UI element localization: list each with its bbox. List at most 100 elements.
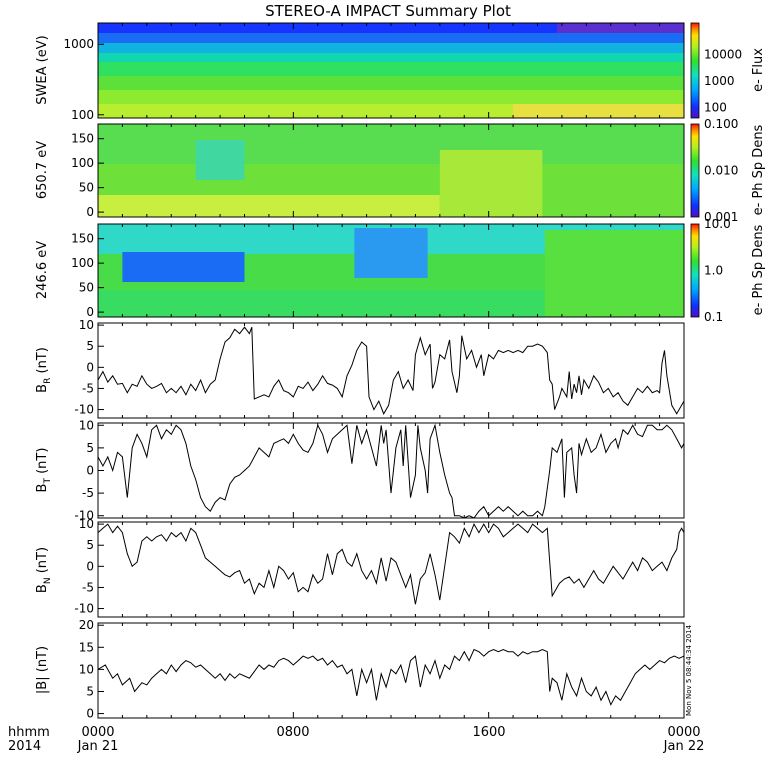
swea-ylabel: SWEA (eV) [35, 35, 50, 104]
br-series-line [97, 326, 685, 415]
bt-ytick-label: 0 [86, 464, 94, 478]
pad650-yellow-band [98, 195, 440, 217]
time-tick-1600: 1600 [472, 725, 505, 740]
timestamp-stamp: Mon Nov 5 08:44:34 2014 [685, 624, 693, 716]
swea-high-flux-region [513, 104, 684, 118]
pad650-yellowgreen-region [439, 150, 543, 217]
swea-energy-band [98, 53, 684, 62]
pad246-ytick-label: 100 [71, 256, 94, 270]
pad650-ytick-label: 100 [71, 156, 94, 170]
time-date-jan22: Jan 22 [663, 739, 705, 754]
br-ylabel-unit: (nT) [35, 347, 50, 373]
bmag-yticks: 20 15 10 5 0 [79, 618, 685, 721]
bt-ylabel-sub: T [43, 478, 53, 485]
bn-ytick-label: 10 [79, 517, 94, 531]
swea-energy-band [98, 62, 684, 76]
bmag-ytick-label: 15 [79, 640, 94, 654]
pad246-colorbar-tick-label: 1.0 [704, 264, 723, 278]
pad246-colorbar-tick-label: 0.1 [704, 310, 723, 324]
br-ylabel-sub: R [43, 378, 53, 384]
swea-spectrogram-panel: SWEA (eV) 1000 100 10000 1000 100 e- Flux [35, 22, 766, 122]
pad650-ytick-label: 0 [86, 205, 94, 219]
pad246-colorbar-tick-label: 10.0 [704, 217, 731, 231]
swea-energy-band [98, 90, 684, 104]
pad246-spectrogram-panel: 246.6 eV 150 100 50 0 10.0 1.0 0.1 e- Ph Sp D… [35, 217, 766, 324]
pad246-colorbar-ticks: 10.0 1.0 0.1 [704, 217, 731, 324]
bt-panel: 10 5 0 -5 -10 BT (nT) [35, 418, 685, 523]
bmag-panel: 20 15 10 5 0 |B| (nT) Mon Nov 5 08:44:34 201… [35, 618, 693, 720]
bn-ylabel-unit: (nT) [35, 547, 50, 573]
time-tick-0800: 0800 [276, 725, 309, 740]
bmag-series-line [97, 648, 685, 706]
pad246-spectrogram-bands [98, 224, 684, 317]
pad246-ylabel: 246.6 eV [35, 241, 50, 299]
bmag-ytick-label: 5 [86, 684, 94, 698]
bn-ytick-label: -10 [74, 602, 94, 616]
swea-colorbar-label: e- Flux [751, 48, 766, 92]
pad650-colorbar-label: e- Ph Sp Dens [751, 124, 766, 215]
swea-yticks: 1000 100 [63, 23, 685, 122]
bt-yticks: 10 5 0 -5 -10 [74, 418, 685, 523]
swea-ytick-label: 100 [71, 108, 94, 122]
bn-ylabel-main: B [35, 584, 50, 593]
pad650-ylabel: 650.7 eV [35, 141, 50, 199]
pad246-blue-region [122, 252, 245, 282]
swea-low-flux-region [557, 23, 684, 33]
swea-colorbar-tick-label: 10000 [704, 47, 742, 61]
pad246-blue-region-2 [354, 228, 428, 278]
pad246-green-region [544, 230, 684, 317]
bmag-ylabel: |B| (nT) [35, 646, 50, 694]
swea-colorbar-tick-label: 1000 [704, 74, 735, 88]
br-ylabel: BR (nT) [35, 347, 53, 393]
bt-ytick-label: -5 [82, 486, 94, 500]
pad650-spectrogram-bands [98, 124, 684, 217]
pad650-colorbar-ticks: 0.100 0.010 0.001 [704, 117, 738, 224]
bn-ytick-label: -5 [82, 580, 94, 594]
swea-energy-band [98, 23, 684, 33]
br-ytick-label: -5 [82, 381, 94, 395]
swea-spectrogram-bands [98, 23, 684, 118]
bmag-ylabel-main: |B| [35, 676, 50, 694]
time-tick-0000-end: 0000 [667, 725, 700, 740]
bt-series-line [97, 423, 685, 519]
pad650-ytick-label: 150 [71, 132, 94, 146]
bn-ylabel-sub: N [43, 577, 53, 584]
pad246-ytick-label: 150 [71, 232, 94, 246]
time-row-label-hhmm: hhmm [8, 725, 50, 740]
bt-ylabel-unit: (nT) [35, 448, 50, 474]
br-ytick-label: -10 [74, 403, 94, 417]
br-panel: 10 5 0 -5 -10 BR (nT) [35, 318, 685, 419]
br-ytick-label: 0 [86, 360, 94, 374]
pad650-ytick-label: 50 [79, 181, 94, 195]
time-date-jan21: Jan 21 [77, 739, 119, 754]
bn-panel: 10 5 0 -5 -10 BN (nT) [35, 517, 685, 618]
bmag-ylabel-unit: (nT) [35, 646, 50, 672]
pad246-lower-band [98, 290, 545, 317]
pad246-ytick-label: 50 [79, 281, 94, 295]
time-axis: hhmm 2014 0000 0800 1600 0000 Jan 21 Jan… [8, 725, 704, 754]
br-ylabel-main: B [35, 384, 50, 393]
bmag-ytick-label: 0 [86, 707, 94, 721]
pad650-spectrogram-panel: 650.7 eV 150 100 50 0 0.100 0.010 0.001 e- Ph… [35, 117, 766, 224]
swea-colorbar [690, 22, 700, 119]
br-ytick-label: 5 [86, 339, 94, 353]
pad650-upper-band [98, 124, 684, 164]
pad650-cyan-region [195, 140, 245, 180]
pad650-yticks: 150 100 50 0 [71, 124, 685, 219]
bt-ytick-label: -10 [74, 509, 94, 523]
time-tick-0000-start: 0000 [81, 725, 114, 740]
pad246-yticks: 150 100 50 0 [71, 224, 685, 319]
bn-yticks: 10 5 0 -5 -10 [74, 517, 685, 617]
pad246-ytick-label: 0 [86, 305, 94, 319]
br-ytick-label: 10 [79, 318, 94, 332]
bn-ytick-label: 5 [86, 538, 94, 552]
swea-energy-band [98, 43, 684, 53]
bt-ylabel: BT (nT) [35, 448, 53, 493]
pad650-colorbar-tick-label: 0.001 [704, 210, 738, 224]
pad246-colorbar-label: e- Ph Sp Dens [751, 224, 766, 315]
br-yticks: 10 5 0 -5 -10 [74, 318, 685, 418]
bn-ylabel: BN (nT) [35, 547, 53, 593]
bmag-ytick-label: 20 [79, 618, 94, 632]
bn-series-line [97, 522, 685, 605]
